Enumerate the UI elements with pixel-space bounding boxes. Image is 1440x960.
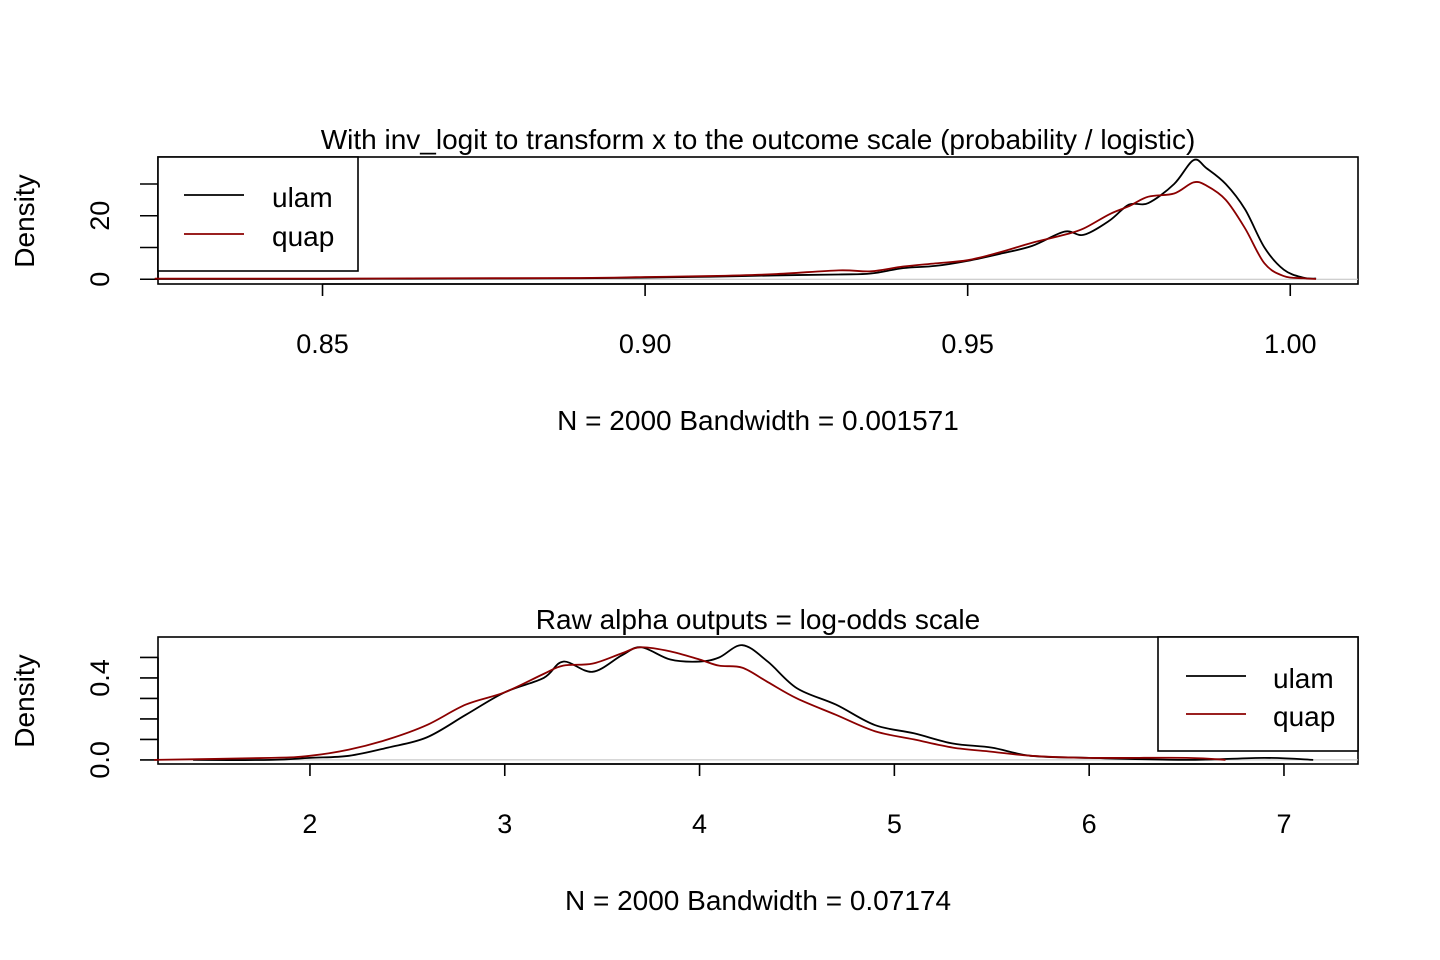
panel-2-x-label: N = 2000 Bandwidth = 0.07174 (565, 885, 951, 916)
y-tick-label: 0.4 (85, 659, 115, 697)
panel-1-y-axis: 0 20 (85, 183, 159, 287)
panel-2-title: Raw alpha outputs = log-odds scale (536, 604, 980, 635)
panel-2-y-label: Density (9, 654, 40, 747)
x-tick-label: 7 (1276, 809, 1291, 839)
x-tick-label: 1.00 (1264, 329, 1317, 359)
density-curve-quap (154, 181, 1317, 280)
panel-2-curves (154, 644, 1358, 761)
panel-1-legend-label-ulam: ulam (272, 182, 333, 213)
panel-2-legend-box (1157, 636, 1359, 752)
y-tick-label: 20 (85, 201, 115, 231)
panel-1-curves (154, 158, 1358, 280)
x-tick-label: 0.95 (941, 329, 994, 359)
panel-1-legend-box (157, 156, 359, 272)
panel-1-x-label: N = 2000 Bandwidth = 0.001571 (557, 405, 959, 436)
panel-1-title: With inv_logit to transform x to the out… (321, 124, 1196, 155)
x-tick-label: 5 (887, 809, 902, 839)
panel-1-x-axis: 0.85 0.90 0.95 1.00 (296, 283, 1317, 359)
y-tick-label: 0.0 (85, 741, 115, 779)
panel-1-legend: ulam quap (157, 156, 359, 272)
panel-log-odds: Raw alpha outputs = log-odds scale 2 3 4 5 6… (9, 604, 1359, 916)
y-tick-label: 0 (85, 272, 115, 287)
density-curve-ulam (193, 644, 1314, 761)
panel-2-x-axis: 2 3 4 5 6 7 (302, 763, 1291, 839)
density-curve-quap (154, 646, 1226, 761)
x-tick-label: 6 (1082, 809, 1097, 839)
panel-2-y-axis: 0.0 0.4 (85, 656, 159, 779)
panel-1-y-label: Density (9, 174, 40, 267)
x-tick-label: 0.85 (296, 329, 349, 359)
x-tick-label: 3 (497, 809, 512, 839)
panel-inv-logit: With inv_logit to transform x to the out… (9, 124, 1359, 436)
x-tick-label: 4 (692, 809, 707, 839)
x-tick-label: 2 (302, 809, 317, 839)
panel-2-legend: ulam quap (1157, 636, 1359, 752)
x-tick-label: 0.90 (619, 329, 672, 359)
panel-1-legend-label-quap: quap (272, 221, 334, 252)
panel-2-legend-label-quap: quap (1273, 701, 1335, 732)
panel-2-legend-label-ulam: ulam (1273, 663, 1334, 694)
